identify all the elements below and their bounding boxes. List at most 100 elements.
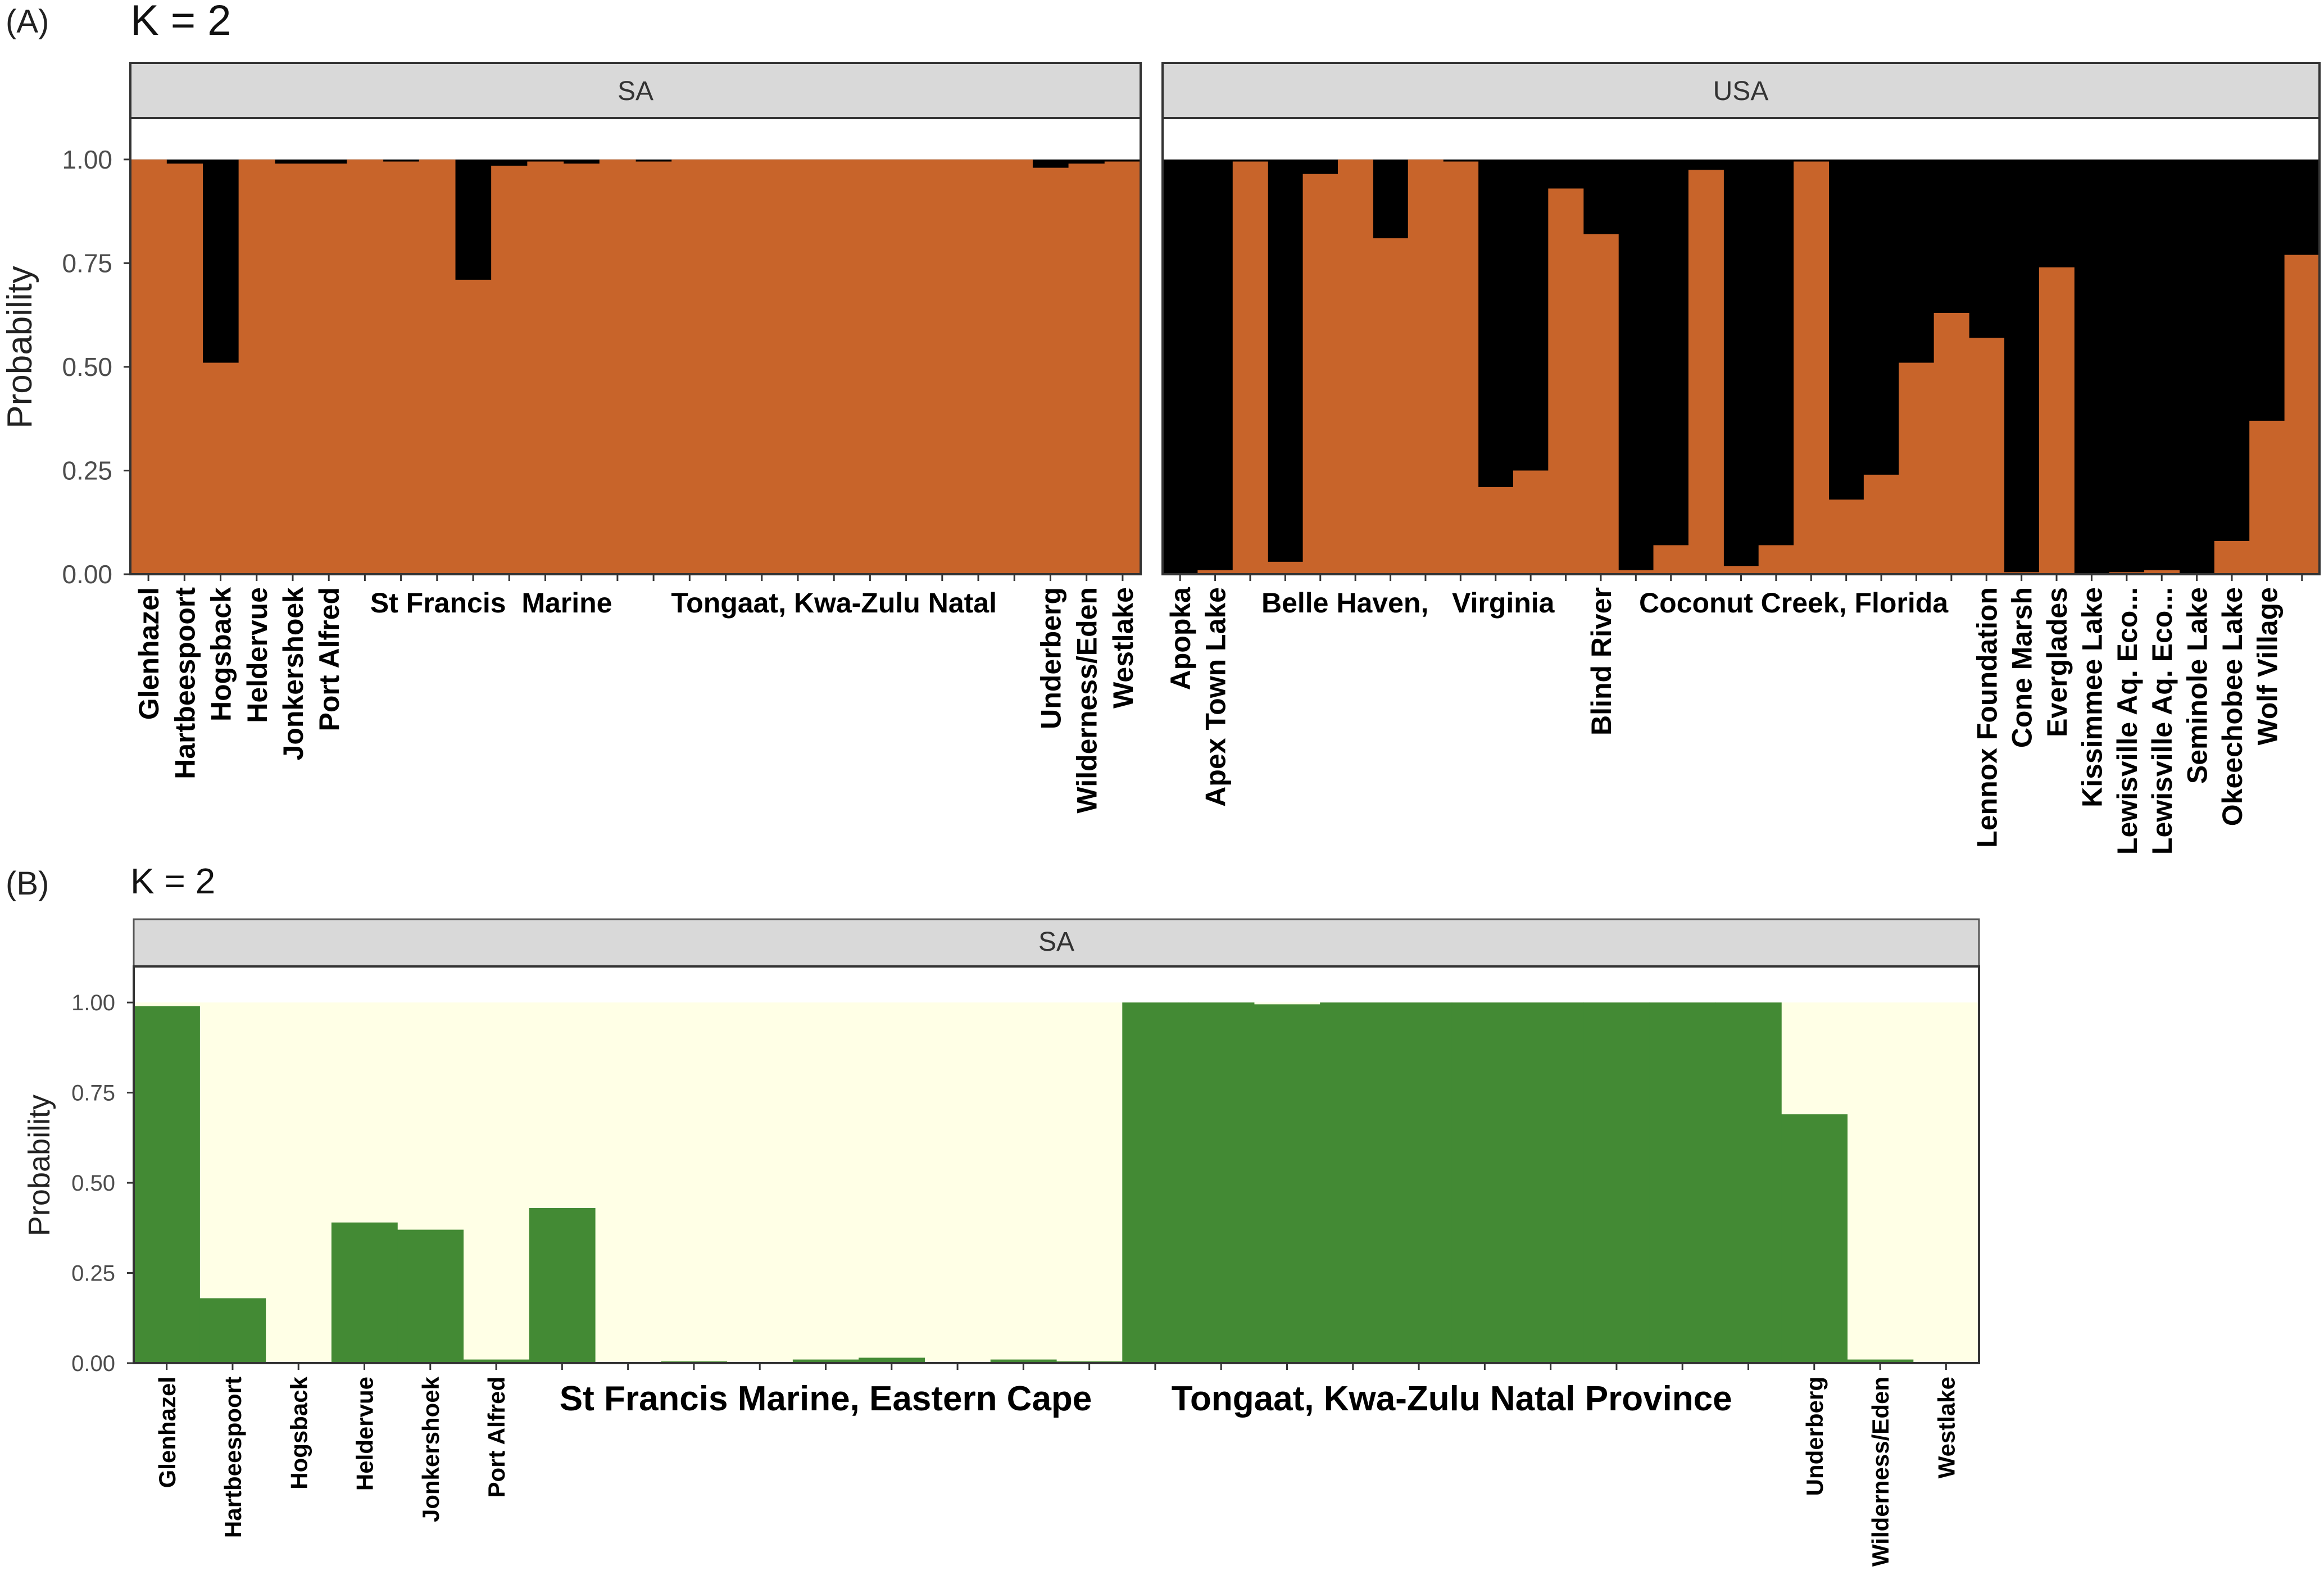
bar-cluster1	[166, 164, 203, 574]
bar-cluster1	[1933, 312, 1969, 574]
bar-cluster1	[1032, 167, 1069, 575]
x-group-label: Jonkershoek	[417, 1376, 444, 1522]
bar-cluster1	[1320, 1002, 1387, 1363]
bar-cluster1	[1758, 545, 1794, 574]
panel-b-ylabel: Probability	[22, 1095, 56, 1236]
plot-border-a-usa	[1161, 117, 2321, 575]
x-group-label: Tongaat, Kwa-Zulu Natal	[671, 587, 997, 619]
bar-cluster1	[1337, 159, 1373, 574]
bar-cluster1	[2144, 570, 2180, 574]
bar-cluster1	[1122, 1002, 1189, 1363]
bar-cluster1	[419, 159, 456, 574]
x-group-label: Tongaat, Kwa-Zulu Natal Province	[1172, 1379, 1732, 1418]
bar-cluster1	[1386, 1002, 1453, 1363]
bars-a-usa	[1163, 159, 2320, 581]
x-group-label: Hartbeespoort	[220, 1377, 246, 1538]
bar-cluster1	[924, 159, 961, 574]
bar-cluster1	[1254, 1004, 1320, 1363]
y-tick-label: 1.00	[71, 991, 115, 1015]
bar-cluster1	[2039, 267, 2075, 574]
x-group-label: Hartbeespoort	[169, 587, 201, 779]
x-group-label: Glenhazel	[154, 1377, 180, 1488]
x-group-label: Hogsback	[206, 587, 237, 721]
x-group-label: St Francis Marine, Eastern Cape	[560, 1379, 1092, 1418]
panel-b-facet-sa: SA	[133, 918, 1980, 1370]
panel-a-y-axis: 0.00 0.25 0.50 0.75 1.00	[62, 145, 130, 589]
bar-cluster1	[563, 164, 600, 574]
strip-sa	[129, 62, 1142, 119]
bar-cluster1	[1104, 161, 1141, 574]
bar-cluster1	[996, 159, 1033, 574]
bar-cluster1	[1969, 338, 2005, 574]
bar-cluster1	[636, 161, 672, 574]
bars-b-sa	[134, 1002, 1979, 1370]
bar-cluster1	[527, 161, 564, 574]
y-tick-label: 0.50	[62, 352, 112, 382]
bar-cluster1	[888, 159, 925, 574]
panel-a-title: K = 2	[130, 0, 232, 44]
bar-cluster1	[529, 1208, 596, 1363]
y-tick-label: 0.25	[71, 1261, 115, 1286]
bar-cluster1	[1618, 570, 1654, 574]
x-group-label: Heldervue	[352, 1377, 378, 1491]
bar-cluster1	[1451, 1002, 1518, 1363]
bar-cluster1	[1188, 1002, 1255, 1363]
bar-cluster1	[397, 1229, 464, 1363]
strip-label-sa: SA	[618, 76, 653, 106]
x-group-label: Westlake	[1107, 587, 1139, 709]
bar-cluster1	[1443, 161, 1479, 574]
bar-cluster1	[1723, 566, 1759, 574]
y-tick-label: 0.75	[62, 248, 112, 278]
y-tick-label: 1.00	[62, 145, 112, 174]
bar-cluster1	[707, 159, 745, 574]
bar-cluster1	[331, 1222, 398, 1363]
bar-cluster1	[1268, 561, 1304, 574]
panel-b-x-labels: Glenhazel Hartbeespoort Hogsback Heldervue J…	[154, 1376, 1960, 1567]
x-group-label: Underberg	[1801, 1377, 1828, 1496]
bar-cluster1	[743, 159, 780, 574]
bar-cluster1	[1408, 159, 1444, 574]
bar-cluster1	[455, 279, 492, 574]
bar-cluster1	[599, 159, 636, 574]
y-tick-label: 0.75	[71, 1081, 115, 1106]
bar-cluster1	[1478, 487, 1514, 574]
panel-a-facet-usa: USA	[1161, 62, 2321, 581]
bar-cluster1	[238, 159, 275, 574]
x-group-label: Wilderness/Eden	[1867, 1377, 1894, 1567]
x-group-label: Wilderness/Eden	[1072, 587, 1103, 813]
x-group-label: Kissimmee Lake	[2076, 587, 2108, 807]
bar-cluster1	[311, 164, 347, 574]
bar-cluster1	[130, 159, 167, 574]
bar-cluster1	[1847, 1359, 1914, 1363]
bar-cluster1	[1688, 170, 1724, 574]
panel-a-tag: (A)	[6, 3, 49, 40]
x-group-label: Glenhazel	[133, 587, 165, 720]
strip-label-b-sa: SA	[1038, 927, 1074, 957]
x-group-label: Coconut Creek, Florida	[1639, 587, 1949, 619]
panel-b-title: K = 2	[130, 861, 215, 901]
x-group-label: Cone Marsh	[2007, 587, 2038, 748]
x-group-label: Apopka	[1165, 587, 1196, 691]
panel-b-tag: (B)	[6, 865, 49, 902]
bar-cluster1	[199, 1298, 266, 1363]
bars-a-sa	[130, 159, 1141, 581]
x-group-label: Seminole Lake	[2182, 587, 2213, 784]
bar-cluster1	[1794, 161, 1830, 574]
x-group-label: Blind River	[1586, 587, 1617, 736]
x-group-label: Jonkershoek	[278, 587, 309, 761]
x-group-label: Everglades	[2041, 587, 2073, 737]
y-tick-label: 0.00	[71, 1351, 115, 1376]
bar-cluster1	[779, 159, 816, 574]
x-group-label: Hogsback	[285, 1376, 312, 1489]
y-tick-label: 0.50	[71, 1171, 115, 1196]
bar-cluster1	[383, 161, 420, 574]
bar-cluster1	[1197, 570, 1233, 574]
panel-a-facet-sa: SA	[129, 62, 1142, 581]
x-group-label: Belle Haven, Virginia	[1261, 587, 1555, 619]
bar-cluster1	[134, 1006, 200, 1363]
bar-cluster1	[1863, 474, 1899, 574]
bar-cluster1	[2249, 420, 2285, 574]
panel-a-usa-x-labels: Apopka Apex Town Lake Belle Haven, Virgini…	[1165, 587, 2283, 855]
bar-cluster1	[1781, 1114, 1848, 1363]
bar-cluster1	[1518, 1002, 1584, 1363]
